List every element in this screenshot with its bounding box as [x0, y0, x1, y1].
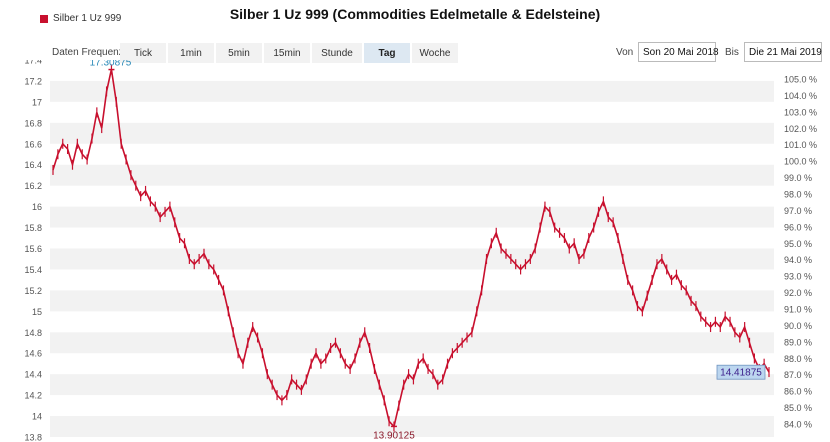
y-tick-label: 14.2 — [24, 391, 42, 401]
y-tick-label: 16.2 — [24, 181, 42, 191]
y-tick-label: 17.4 — [24, 60, 42, 66]
legend[interactable]: Silber 1 Uz 999 — [40, 13, 121, 24]
y2-tick-label: 100.0 % — [784, 157, 817, 167]
y-tick-label: 14.4 — [24, 370, 42, 380]
y-tick-label: 15.8 — [24, 223, 42, 233]
y-tick-label: 16 — [32, 202, 42, 212]
legend-label: Silber 1 Uz 999 — [53, 13, 122, 24]
y-tick-label: 14 — [32, 412, 42, 422]
min-label: 13.90125 — [373, 430, 415, 441]
frequency-label: Daten Frequenz — [52, 47, 124, 58]
y2-tick-label: 88.0 % — [784, 354, 812, 364]
grid-band — [50, 164, 774, 186]
grid-band — [50, 206, 774, 228]
freq-button-15min[interactable]: 15min — [264, 43, 310, 63]
frequency-buttons: Tick 1min 5min 15min Stunde Tag Woche — [120, 43, 458, 63]
y2-tick-label: 101.0 % — [784, 140, 817, 150]
y-tick-label: 15 — [32, 307, 42, 317]
y-tick-label: 15.4 — [24, 265, 42, 275]
y2-tick-label: 86.0 % — [784, 387, 812, 397]
y2-tick-label: 105.0 % — [784, 75, 817, 85]
y2-tick-label: 99.0 % — [784, 173, 812, 183]
from-date-input[interactable]: Son 20 Mai 2018 — [638, 42, 719, 62]
y2-tick-label: 93.0 % — [784, 272, 812, 282]
y-tick-label: 16.6 — [24, 139, 42, 149]
from-label: Von — [616, 47, 634, 58]
y2-tick-label: 89.0 % — [784, 337, 812, 347]
y2-tick-label: 96.0 % — [784, 222, 812, 232]
freq-button-tag[interactable]: Tag — [364, 43, 410, 63]
freq-button-woche[interactable]: Woche — [412, 43, 458, 63]
chart-title: Silber 1 Uz 999 (Commodities Edelmetalle… — [229, 6, 601, 22]
y-tick-label: 13.8 — [24, 433, 42, 442]
y2-tick-label: 84.0 % — [784, 420, 812, 430]
y-tick-label: 15.2 — [24, 286, 42, 296]
price-series-line — [52, 69, 770, 429]
grid-band — [50, 416, 774, 437]
y2-tick-label: 103.0 % — [784, 107, 817, 117]
y-tick-label: 17.2 — [24, 76, 42, 86]
y2-tick-label: 104.0 % — [784, 91, 817, 101]
grid-band — [50, 122, 774, 144]
freq-button-5min[interactable]: 5min — [216, 43, 262, 63]
y-tick-label: 15.6 — [24, 244, 42, 254]
price-chart: 13.8 14 14.2 14.4 14.6 14.8 15 15.2 15.4 15.6 15.8… — [24, 60, 817, 442]
y2-tick-label: 97.0 % — [784, 206, 812, 216]
last-value-label: 14.41875 — [720, 368, 762, 379]
grid-band — [50, 290, 774, 312]
y2-tick-label: 92.0 % — [784, 288, 812, 298]
y-tick-label: 17 — [32, 97, 42, 107]
y-tick-label: 14.8 — [24, 328, 42, 338]
freq-button-1min[interactable]: 1min — [168, 43, 214, 63]
grid-band — [50, 332, 774, 354]
freq-button-tick[interactable]: Tick — [120, 43, 166, 63]
freq-button-stunde[interactable]: Stunde — [312, 43, 362, 63]
y-tick-label: 16.4 — [24, 160, 42, 170]
grid-band — [50, 80, 774, 102]
grid-band — [50, 374, 774, 396]
grid-band — [50, 248, 774, 270]
y2-tick-label: 91.0 % — [784, 305, 812, 315]
y-tick-label: 16.8 — [24, 118, 42, 128]
y-tick-label: 14.6 — [24, 349, 42, 359]
y2-tick-label: 90.0 % — [784, 321, 812, 331]
max-label: 17.30875 — [90, 60, 132, 69]
y2-tick-label: 87.0 % — [784, 370, 812, 380]
y2-tick-label: 95.0 % — [784, 239, 812, 249]
y2-tick-label: 98.0 % — [784, 190, 812, 200]
to-label: Bis — [725, 47, 739, 58]
y2-tick-label: 85.0 % — [784, 403, 812, 413]
last-value-box — [716, 364, 766, 380]
y2-tick-label: 102.0 % — [784, 124, 817, 134]
y2-tick-label: 94.0 % — [784, 255, 812, 265]
legend-swatch — [40, 14, 48, 23]
to-date-input[interactable]: Die 21 Mai 2019 — [744, 42, 822, 62]
